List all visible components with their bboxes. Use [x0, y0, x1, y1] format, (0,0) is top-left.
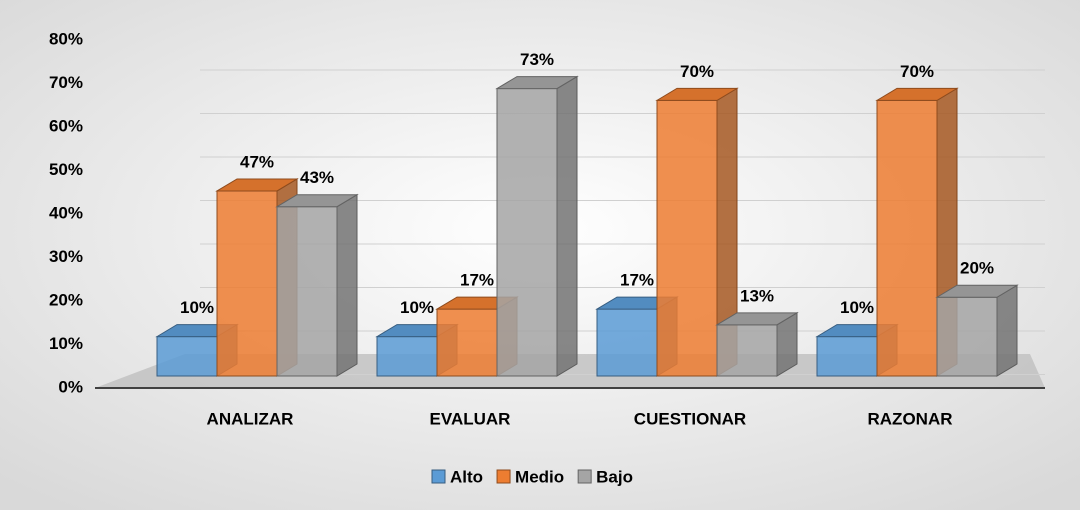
data-label: 10% [840, 298, 874, 317]
bar-front [156, 336, 218, 377]
bar-front [656, 99, 718, 377]
bar-top [875, 87, 959, 101]
bar-side [556, 75, 578, 377]
legend-label: Bajo [596, 467, 633, 486]
bar-top [655, 87, 739, 101]
bar [495, 75, 579, 377]
x-tick-label: EVALUAR [430, 409, 511, 428]
data-label: 70% [680, 62, 714, 81]
bar [275, 193, 359, 377]
bar-front [876, 99, 938, 377]
data-label: 10% [180, 298, 214, 317]
bar-front [496, 88, 558, 377]
y-tick-label: 20% [49, 290, 83, 309]
data-label: 70% [900, 62, 934, 81]
bar-front [216, 190, 278, 377]
bar-front [376, 336, 438, 377]
bar [935, 284, 1019, 377]
x-tick-label: RAZONAR [868, 409, 953, 428]
y-tick-label: 10% [49, 334, 83, 353]
bar-front [716, 324, 778, 377]
y-tick-label: 50% [49, 160, 83, 179]
bar-side [336, 193, 358, 377]
data-label: 17% [620, 271, 654, 290]
legend-swatch [431, 469, 446, 484]
data-label: 20% [960, 259, 994, 278]
bar [715, 311, 799, 377]
y-tick-label: 60% [49, 116, 83, 135]
y-tick-label: 80% [49, 29, 83, 48]
bar-top [215, 178, 299, 192]
legend-swatch [577, 469, 592, 484]
data-label: 47% [240, 152, 274, 171]
data-label: 10% [400, 298, 434, 317]
legend-label: Alto [450, 467, 483, 486]
y-tick-label: 30% [49, 247, 83, 266]
bar-front [436, 308, 498, 377]
y-tick-label: 40% [49, 203, 83, 222]
data-label: 43% [300, 168, 334, 187]
x-tick-label: CUESTIONAR [634, 409, 746, 428]
bar-front [816, 336, 878, 377]
data-label: 73% [520, 50, 554, 69]
legend-label: Medio [515, 467, 564, 486]
bar-front [936, 296, 998, 377]
bar-top [935, 284, 1019, 298]
data-label: 13% [740, 286, 774, 305]
data-label: 17% [460, 271, 494, 290]
bar-top [715, 312, 799, 326]
bar-front [596, 308, 658, 377]
bar-front [276, 206, 338, 377]
y-tick-label: 70% [49, 73, 83, 92]
bar-top [275, 194, 359, 208]
x-tick-label: ANALIZAR [207, 409, 294, 428]
bar [655, 87, 739, 377]
y-tick-label: 0% [58, 377, 83, 396]
bar-top [495, 76, 579, 90]
bar-side [996, 284, 1018, 377]
legend-swatch [496, 469, 511, 484]
